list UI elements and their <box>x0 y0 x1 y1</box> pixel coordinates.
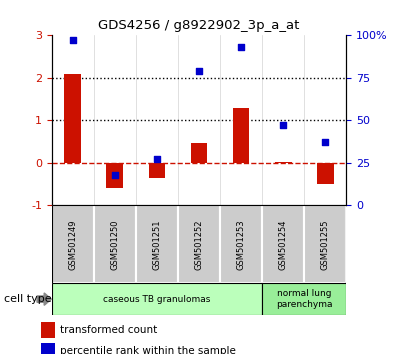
Bar <box>262 205 304 283</box>
Text: GSM501253: GSM501253 <box>236 219 246 270</box>
Bar <box>52 205 94 283</box>
Bar <box>220 205 262 283</box>
Bar <box>304 205 346 283</box>
Bar <box>94 205 136 283</box>
Text: percentile rank within the sample: percentile rank within the sample <box>60 346 235 354</box>
Bar <box>41 321 55 338</box>
Bar <box>64 74 81 163</box>
Text: GSM501254: GSM501254 <box>279 219 288 269</box>
Point <box>238 45 244 50</box>
Bar <box>275 162 292 163</box>
Bar <box>106 163 123 188</box>
Bar <box>178 205 220 283</box>
Text: GSM501251: GSM501251 <box>152 219 162 269</box>
Bar <box>233 108 250 163</box>
Point <box>280 122 286 128</box>
Text: GSM501252: GSM501252 <box>195 219 203 269</box>
Text: cell type: cell type <box>4 294 52 304</box>
Text: GSM501255: GSM501255 <box>321 219 330 269</box>
Text: transformed count: transformed count <box>60 325 157 335</box>
Point <box>196 68 202 74</box>
Point <box>322 139 328 145</box>
Bar <box>262 283 346 315</box>
Text: GDS4256 / g8922902_3p_a_at: GDS4256 / g8922902_3p_a_at <box>98 19 300 33</box>
Point <box>154 156 160 162</box>
Bar <box>317 163 334 184</box>
Bar <box>148 163 165 178</box>
Bar <box>52 283 262 315</box>
Text: GSM501250: GSM501250 <box>110 219 119 269</box>
Text: GSM501249: GSM501249 <box>68 219 77 269</box>
Text: normal lung
parenchyma: normal lung parenchyma <box>276 290 332 309</box>
Point <box>112 172 118 178</box>
Point <box>70 38 76 43</box>
Bar <box>191 143 207 163</box>
Text: caseous TB granulomas: caseous TB granulomas <box>103 295 211 304</box>
Bar <box>136 205 178 283</box>
Bar <box>41 343 55 354</box>
